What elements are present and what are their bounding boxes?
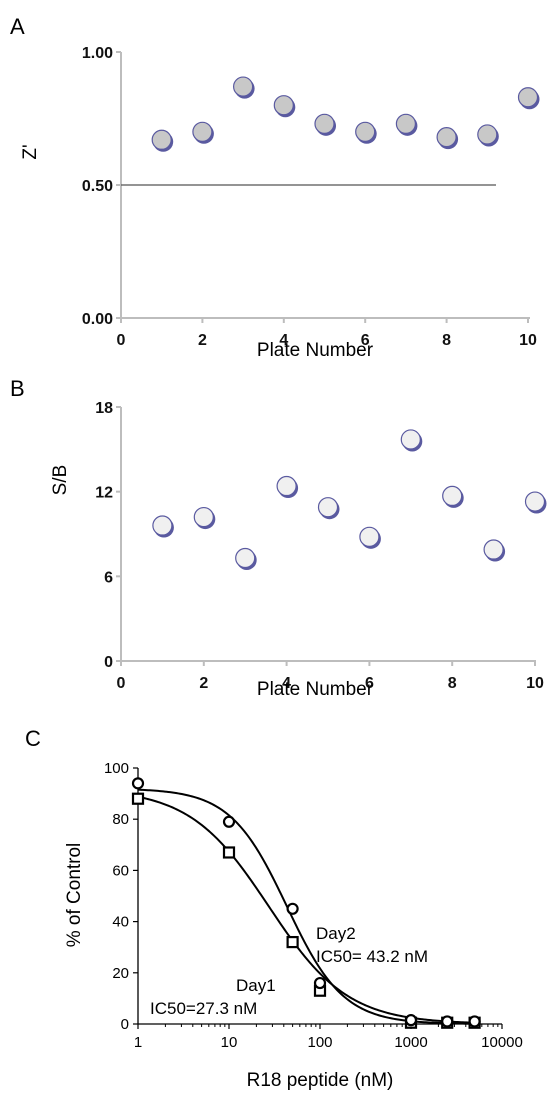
data-point bbox=[483, 539, 504, 560]
data-point bbox=[314, 113, 335, 134]
panel-a-y-title: Z' bbox=[20, 144, 41, 159]
fit-curve-day1 bbox=[137, 795, 475, 1024]
panel-a-letter: A bbox=[10, 14, 25, 39]
panel-a: A 0.00 0.50 1.00 0 2 4 6 8 10 Plate Number Z' bbox=[10, 14, 540, 361]
y-tick-label: 40 bbox=[112, 914, 129, 931]
x-tick-label: 10000 bbox=[481, 1034, 523, 1051]
data-point bbox=[151, 129, 172, 150]
y-tick-label: 0 bbox=[104, 654, 113, 671]
fit-curve-day2 bbox=[137, 788, 475, 1025]
data-point bbox=[233, 76, 254, 97]
x-tick-label: 6 bbox=[361, 332, 370, 349]
data-point bbox=[192, 121, 213, 142]
y-tick-label: 0.50 bbox=[82, 178, 113, 195]
panel-c-y-title: % of Control bbox=[64, 843, 85, 948]
data-point-day1 bbox=[131, 792, 145, 805]
panel-a-x-title: Plate Number bbox=[257, 340, 374, 361]
x-tick-label: 8 bbox=[442, 332, 451, 349]
data-point bbox=[477, 124, 498, 145]
y-tick-label: 80 bbox=[112, 811, 129, 828]
panel-c-fit-curves bbox=[137, 788, 475, 1025]
data-point bbox=[152, 515, 173, 536]
data-point-day1 bbox=[222, 846, 236, 859]
y-tick-label: 60 bbox=[112, 862, 129, 879]
panel-b-y-title: S/B bbox=[50, 465, 71, 496]
data-point bbox=[359, 526, 380, 547]
data-point bbox=[193, 506, 214, 528]
x-tick-label: 1000 bbox=[394, 1034, 427, 1051]
x-tick-label: 0 bbox=[117, 675, 126, 692]
panel-b: B 0 6 12 18 0 2 4 6 8 10 Plate Number S/B bbox=[10, 376, 547, 700]
panel-c: C 0 20 40 60 80 100 1 10 100 1000 10000 Day2 IC50… bbox=[25, 726, 523, 1091]
x-tick-label: 10 bbox=[519, 332, 537, 349]
x-tick-label: 0 bbox=[117, 332, 126, 349]
data-point-day2 bbox=[468, 1015, 481, 1028]
data-point bbox=[442, 485, 463, 506]
data-point-day2 bbox=[404, 1014, 418, 1027]
y-tick-label: 12 bbox=[95, 485, 113, 502]
data-point bbox=[355, 121, 376, 142]
panel-b-x-ticks: 0 2 4 6 8 10 bbox=[117, 661, 544, 692]
data-point bbox=[395, 113, 416, 134]
x-tick-label: 6 bbox=[365, 675, 374, 692]
panel-c-letter: C bbox=[25, 726, 41, 751]
panel-b-y-ticks: 0 6 12 18 bbox=[95, 400, 121, 671]
panel-a-y-ticks: 0.00 0.50 1.00 bbox=[82, 45, 121, 328]
panel-a-x-ticks: 0 2 4 6 8 10 bbox=[117, 318, 537, 349]
data-point-day1 bbox=[286, 935, 299, 949]
data-point bbox=[524, 491, 546, 512]
x-tick-label: 4 bbox=[279, 332, 288, 349]
panel-c-annotation-day2: Day2 bbox=[316, 924, 356, 943]
panel-c-annotation-day2-ic50: IC50= 43.2 nM bbox=[316, 947, 428, 966]
panel-c-y-ticks: 0 20 40 60 80 100 bbox=[104, 760, 138, 1033]
y-tick-label: 6 bbox=[104, 569, 113, 586]
data-point bbox=[235, 547, 256, 569]
x-tick-label: 8 bbox=[448, 675, 457, 692]
y-tick-label: 0.00 bbox=[82, 311, 113, 328]
data-point bbox=[436, 127, 457, 148]
data-point-day2 bbox=[313, 976, 327, 990]
panel-c-points bbox=[131, 777, 481, 1029]
data-point bbox=[400, 429, 421, 450]
data-point-day2 bbox=[441, 1015, 454, 1028]
panel-b-letter: B bbox=[10, 376, 25, 401]
panel-c-annotation-day1: Day1 bbox=[236, 976, 276, 995]
data-point-day2 bbox=[286, 902, 299, 915]
x-tick-label: 100 bbox=[307, 1034, 332, 1051]
panel-c-x-ticks: 1 10 100 1000 10000 bbox=[134, 1024, 523, 1051]
y-tick-label: 100 bbox=[104, 760, 129, 777]
y-tick-label: 18 bbox=[95, 400, 113, 417]
data-point bbox=[517, 87, 539, 108]
data-point bbox=[317, 497, 339, 518]
x-tick-label: 2 bbox=[199, 675, 208, 692]
x-tick-label: 10 bbox=[221, 1034, 238, 1051]
data-point-day2 bbox=[131, 777, 145, 790]
panel-b-points bbox=[152, 429, 547, 570]
y-tick-label: 0 bbox=[121, 1016, 129, 1033]
data-point bbox=[273, 95, 294, 116]
x-tick-label: 10 bbox=[526, 675, 544, 692]
data-point bbox=[276, 475, 297, 497]
y-tick-label: 1.00 bbox=[82, 45, 113, 62]
x-tick-label: 2 bbox=[198, 332, 207, 349]
panel-c-annotation-day1-ic50: IC50=27.3 nM bbox=[150, 999, 257, 1018]
panel-b-x-title: Plate Number bbox=[257, 679, 374, 700]
x-tick-label: 4 bbox=[282, 675, 291, 692]
y-tick-label: 20 bbox=[112, 965, 129, 982]
panel-a-points bbox=[151, 76, 540, 152]
data-point-day2 bbox=[222, 815, 236, 828]
panel-c-x-title: R18 peptide (nM) bbox=[247, 1070, 394, 1091]
x-tick-label: 1 bbox=[134, 1034, 142, 1051]
